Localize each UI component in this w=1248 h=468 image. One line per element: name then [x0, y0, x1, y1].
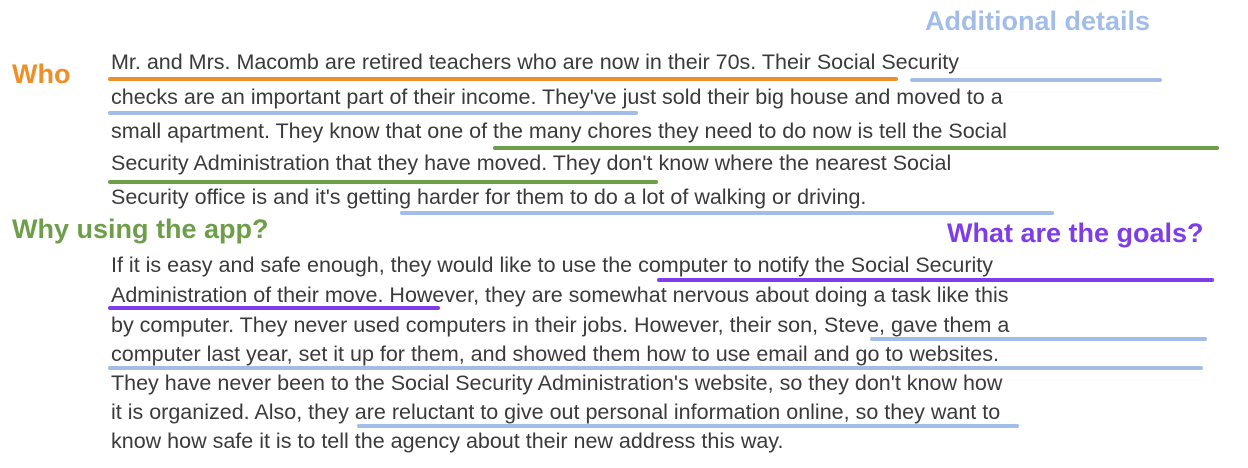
underline-why — [108, 180, 658, 184]
underline-goals — [657, 278, 1214, 282]
underline-additional — [108, 111, 638, 115]
underline-goals — [108, 306, 440, 310]
text-line: it is organized. Also, they are reluctan… — [111, 400, 1001, 424]
underline-additional — [357, 424, 1019, 428]
text-line: If it is easy and safe enough, they woul… — [111, 253, 993, 277]
underline-why — [493, 146, 1219, 150]
text-line: know how safe it is to tell the agency a… — [111, 429, 784, 453]
text-line: small apartment. They know that one of t… — [111, 119, 1007, 143]
text-line: Security Administration that they have m… — [111, 151, 952, 175]
underline-who — [108, 77, 898, 81]
text-line: Administration of their move. However, t… — [111, 283, 1009, 307]
underline-additional — [910, 78, 1162, 82]
underline-additional — [400, 211, 1054, 215]
text-line: Mr. and Mrs. Macomb are retired teachers… — [111, 50, 960, 74]
text-line: computer last year, set it up for them, … — [111, 342, 999, 366]
text-line: Security office is and it's getting hard… — [111, 185, 867, 209]
label-goals: What are the goals? — [947, 218, 1204, 248]
text-line: They have never been to the Social Secur… — [111, 371, 1003, 395]
text-line: by computer. They never used computers i… — [111, 313, 1010, 337]
label-additional-details: Additional details — [925, 6, 1151, 36]
label-who: Who — [12, 59, 71, 89]
underline-additional — [108, 366, 1203, 370]
underline-additional — [870, 337, 1207, 341]
text-line: checks are an important part of their in… — [111, 85, 1003, 109]
label-why: Why using the app? — [12, 214, 269, 244]
